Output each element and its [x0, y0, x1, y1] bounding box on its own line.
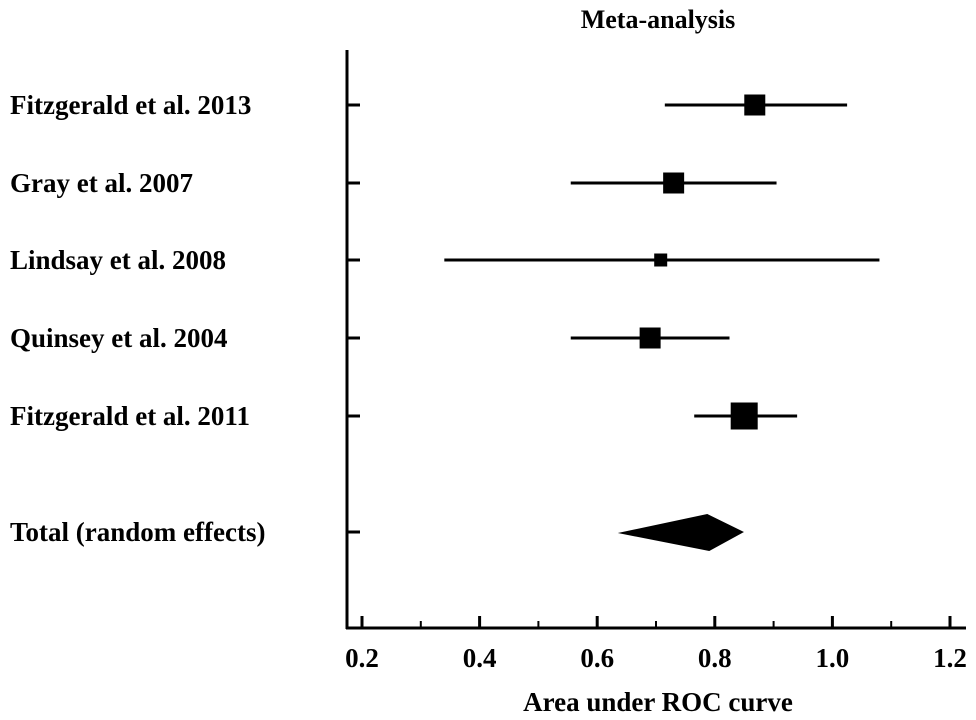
x-axis-ticks: 0.2 0.4 0.6 0.8 1.0 1.2: [345, 616, 967, 673]
study-row: Gray et al. 2007: [10, 168, 777, 198]
study-label: Fitzgerald et al. 2011: [10, 401, 250, 431]
study-row: Fitzgerald et al. 2011: [10, 401, 798, 431]
x-tick-label: 1.2: [933, 643, 967, 673]
study-label: Lindsay et al. 2008: [10, 245, 226, 275]
point-estimate-square: [744, 94, 766, 116]
point-estimate-square: [654, 253, 668, 267]
study-label: Quinsey et al. 2004: [10, 323, 228, 353]
chart-title: Meta-analysis: [581, 5, 736, 34]
point-estimate-square: [639, 327, 661, 349]
total-row: Total (random effects): [10, 514, 744, 551]
study-label: Fitzgerald et al. 2013: [10, 90, 251, 120]
point-estimate-square: [730, 402, 758, 430]
x-tick-label: 0.6: [580, 643, 614, 673]
study-label: Gray et al. 2007: [10, 168, 193, 198]
study-row: Quinsey et al. 2004: [10, 323, 730, 353]
total-label: Total (random effects): [10, 517, 265, 547]
study-rows: Fitzgerald et al. 2013 Gray et al. 2007 Li…: [10, 90, 880, 551]
x-tick-label: 0.8: [698, 643, 732, 673]
point-estimate-square: [663, 172, 685, 194]
x-tick-label: 0.4: [463, 643, 497, 673]
x-tick-label: 1.0: [816, 643, 850, 673]
pooled-estimate-diamond: [617, 514, 744, 551]
study-row: Fitzgerald et al. 2013: [10, 90, 848, 120]
x-axis-label: Area under ROC curve: [523, 687, 793, 717]
x-tick-label: 0.2: [345, 643, 379, 673]
study-row: Lindsay et al. 2008: [10, 245, 880, 275]
